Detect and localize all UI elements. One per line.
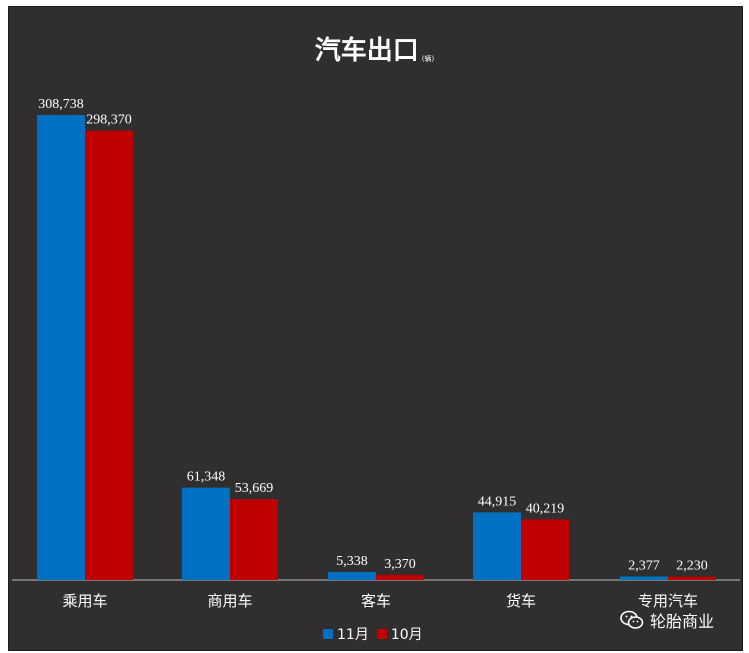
- legend-swatch-nov: [323, 629, 333, 639]
- data-label-nov-3: 44,915: [478, 494, 517, 509]
- bar-nov-4: [620, 576, 668, 580]
- x-tick-label-4: 专用汽车: [638, 592, 698, 610]
- legend-swatch-oct: [376, 629, 387, 639]
- legend-item-nov: 11月: [323, 624, 369, 644]
- x-tick-label-2: 客车: [361, 592, 391, 610]
- bar-oct-1: [230, 499, 278, 580]
- data-label-oct-3: 40,219: [526, 501, 565, 516]
- data-label-nov-0: 308,738: [38, 97, 84, 112]
- bar-oct-3: [521, 519, 569, 580]
- chart-unit: (辆): [421, 55, 435, 63]
- bar-nov-3: [473, 512, 521, 580]
- chart-title-text: 汽车出口: [314, 36, 419, 66]
- x-tick-label-0: 乘用车: [62, 592, 107, 610]
- watermark-text: 轮胎商业: [650, 612, 715, 631]
- data-label-oct-1: 53,669: [235, 481, 274, 496]
- bar-oct-0: [85, 130, 133, 580]
- data-label-nov-4: 2,377: [628, 558, 660, 573]
- watermark: 轮胎商业: [620, 608, 714, 632]
- data-label-nov-2: 5,338: [336, 554, 368, 569]
- bar-nov-1: [182, 487, 230, 580]
- x-tick-label-1: 商用车: [207, 592, 252, 610]
- bar-nov-2: [328, 571, 376, 580]
- wechat-icon: [620, 610, 644, 629]
- data-label-nov-1: 61,348: [187, 470, 226, 485]
- data-label-oct-4: 2,230: [676, 559, 708, 574]
- x-tick-label-3: 货车: [506, 592, 536, 610]
- legend: 11月 10月: [323, 624, 431, 644]
- chart-title: 汽车出口 (辆): [0, 30, 749, 67]
- data-label-oct-2: 3,370: [384, 557, 416, 572]
- legend-item-oct: 10月: [376, 624, 423, 644]
- data-label-oct-0: 298,370: [86, 113, 132, 128]
- bar-oct-2: [376, 574, 424, 580]
- legend-label-oct: 10月: [390, 627, 423, 643]
- bar-oct-4: [668, 576, 716, 580]
- bar-nov-0: [37, 115, 85, 580]
- legend-label-nov: 11月: [337, 627, 369, 643]
